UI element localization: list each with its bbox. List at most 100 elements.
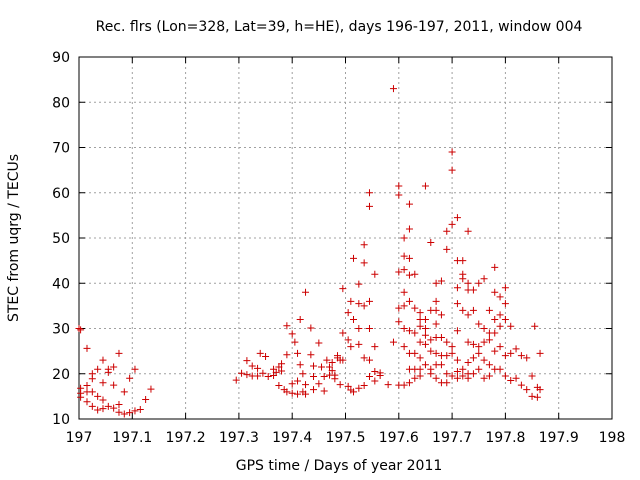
data-point: [533, 393, 541, 401]
data-point: [496, 343, 504, 351]
x-tick-label: 197.7: [432, 430, 472, 446]
data-point: [400, 343, 408, 351]
data-point: [278, 367, 286, 375]
data-point: [355, 280, 363, 288]
x-tick-label: 197.5: [325, 430, 365, 446]
data-point: [475, 349, 483, 357]
x-tick-labels: 197 197.1 197.2 197.3 197.4 197.5 197.6 197.7 19…: [66, 430, 626, 446]
data-point: [336, 381, 344, 389]
data-point: [453, 374, 461, 382]
data-point: [443, 370, 451, 378]
data-point: [443, 352, 451, 360]
data-point: [120, 410, 128, 418]
data-point: [480, 275, 488, 283]
data-point: [104, 402, 112, 410]
data-point: [448, 343, 456, 351]
data-point: [400, 234, 408, 242]
data-point: [405, 271, 413, 279]
data-point: [432, 279, 440, 287]
data-point: [238, 369, 246, 377]
data-point: [365, 356, 373, 364]
data-point: [288, 380, 296, 388]
data-point: [339, 356, 347, 364]
data-point: [365, 372, 373, 380]
data-point: [501, 372, 509, 380]
data-point: [475, 365, 483, 373]
data-point: [365, 202, 373, 210]
data-point: [501, 284, 509, 292]
data-point: [459, 306, 467, 314]
data-point: [464, 311, 472, 319]
data-point: [147, 385, 155, 393]
data-point: [288, 389, 296, 397]
x-tick-label: 198: [599, 430, 626, 446]
data-point: [464, 358, 472, 366]
data-point: [302, 381, 310, 389]
data-point: [437, 277, 445, 285]
data-point: [432, 306, 440, 314]
data-point: [427, 239, 435, 247]
data-point: [120, 388, 128, 396]
data-point: [360, 241, 368, 249]
data-point: [411, 304, 419, 312]
data-point: [110, 381, 118, 389]
data-point: [294, 390, 302, 398]
data-point: [416, 365, 424, 373]
data-point: [411, 349, 419, 357]
data-point: [347, 343, 355, 351]
data-point: [411, 270, 419, 278]
data-point: [88, 388, 96, 396]
data-point: [254, 372, 262, 380]
data-point: [99, 379, 107, 387]
data-point: [464, 279, 472, 287]
data-point: [469, 354, 477, 362]
data-point: [405, 225, 413, 233]
data-point: [531, 322, 539, 330]
data-point: [400, 288, 408, 296]
data-point: [371, 270, 379, 278]
data-point: [421, 315, 429, 323]
data-point: [400, 325, 408, 332]
data-point: [278, 360, 286, 368]
data-point: [485, 336, 493, 344]
data-point: [395, 191, 403, 199]
data-point: [421, 340, 429, 348]
x-tick-label: 197.6: [379, 430, 419, 446]
data-point: [318, 363, 326, 371]
data-point: [395, 182, 403, 190]
data-point: [416, 322, 424, 330]
data-point: [469, 286, 477, 294]
data-point: [355, 300, 363, 308]
data-point: [400, 302, 408, 310]
data-point: [448, 148, 456, 156]
data-point: [331, 375, 339, 383]
data-point: [299, 370, 307, 378]
data-point: [328, 358, 336, 366]
data-point: [459, 257, 467, 265]
data-point: [115, 349, 123, 357]
data-point: [77, 326, 85, 334]
data-point: [360, 259, 368, 267]
data-point: [416, 372, 424, 380]
data-point: [302, 390, 310, 398]
data-point: [501, 315, 509, 323]
data-point: [283, 351, 291, 359]
data-point: [315, 380, 323, 388]
data-point: [480, 374, 488, 382]
data-point: [421, 325, 429, 332]
data-point: [94, 365, 102, 373]
data-point: [437, 334, 445, 342]
data-point: [131, 407, 139, 415]
data-point: [475, 343, 483, 351]
data-point: [496, 322, 504, 330]
data-point: [448, 166, 456, 174]
data-point: [360, 302, 368, 310]
data-point: [437, 311, 445, 319]
data-point: [496, 293, 504, 301]
data-point: [264, 372, 272, 380]
data-point: [272, 368, 280, 376]
data-point: [232, 376, 240, 384]
data-point: [469, 370, 477, 378]
data-point: [443, 227, 451, 235]
data-point: [448, 372, 456, 380]
